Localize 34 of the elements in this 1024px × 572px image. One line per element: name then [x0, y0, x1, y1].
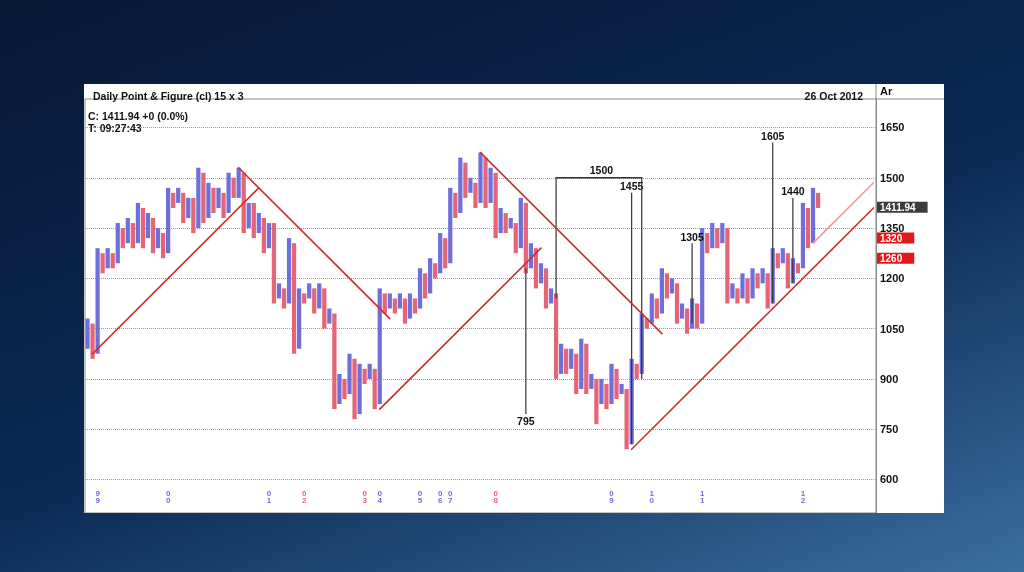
x-tick-label: 04 — [377, 489, 383, 505]
data-label: 1605 — [761, 130, 785, 143]
x-tick-label: 12 — [800, 489, 806, 505]
x-tick-label: 06 — [437, 489, 443, 505]
y-axis-title: Ar — [880, 84, 893, 97]
y-tick-label: 1050 — [880, 322, 905, 335]
data-label: 795 — [517, 414, 535, 427]
x-tick-label: 00 — [165, 489, 171, 505]
x-tick-label: 08 — [493, 489, 499, 505]
y-tick-label: 750 — [880, 423, 899, 436]
x-tick-label: 09 — [609, 489, 615, 505]
y-tick-label: 1350 — [880, 222, 905, 235]
y-tick-label: 1500 — [880, 171, 905, 184]
data-label: 1440 — [781, 185, 805, 198]
y-tick-label: 1650 — [880, 121, 905, 134]
annotation: C: 1411.94 +0 (0.0%) — [88, 109, 189, 122]
x-tick-label: 11 — [699, 489, 705, 505]
x-tick-label: 99 — [95, 489, 101, 505]
text: 1320 — [880, 232, 903, 244]
chart-title: Daily Point & Figure (cl) 15 x 3 — [93, 89, 244, 102]
text: 1411.94 — [880, 201, 917, 213]
x-tick-label: 07 — [448, 489, 454, 505]
x-tick-label: 05 — [417, 489, 423, 505]
x-tick-label: 01 — [266, 489, 272, 505]
x-tick-label: 02 — [301, 489, 307, 505]
y-tick-label: 600 — [880, 473, 899, 486]
x-tick-label: 10 — [649, 489, 655, 505]
data-label: 1500 — [589, 164, 614, 177]
x-tick-label: 03 — [362, 489, 368, 505]
text: 1260 — [880, 252, 903, 264]
y-tick-label: 1200 — [880, 272, 905, 285]
annotation: T: 09:27:43 — [88, 121, 142, 134]
y-tick-label: 900 — [880, 372, 899, 385]
chart-subtitle: 26 Oct 2012 — [804, 89, 864, 102]
